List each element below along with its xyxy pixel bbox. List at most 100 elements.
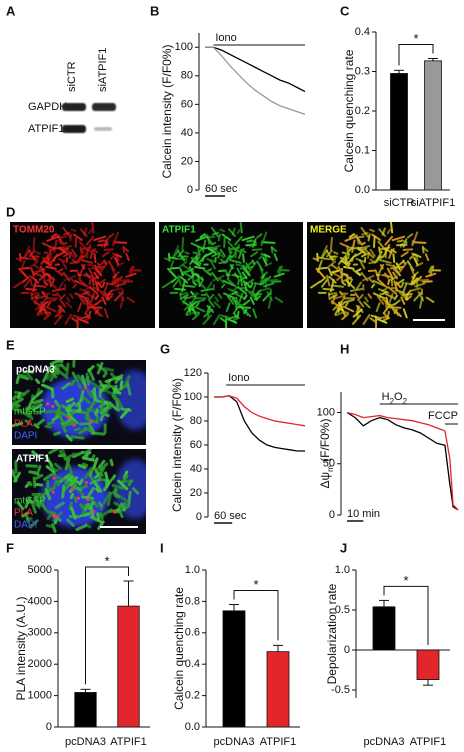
organelle [349, 288, 363, 292]
organelle [195, 301, 200, 307]
organelle [60, 449, 66, 456]
organelle [410, 277, 415, 284]
organelle [262, 241, 276, 244]
organelle [94, 268, 102, 276]
organelle [33, 264, 41, 270]
organelle [113, 491, 118, 498]
organelle [35, 409, 46, 415]
row-label: ATPIF1 [28, 123, 64, 135]
organelle [342, 305, 355, 313]
organelle [225, 302, 231, 313]
organelle [114, 374, 124, 384]
organelle [73, 233, 83, 241]
stain-label: PLA [14, 419, 33, 430]
y-tick-label: 3000 [28, 627, 52, 639]
organelle [39, 307, 43, 313]
organelle [47, 301, 51, 307]
organelle [45, 265, 57, 270]
organelle [61, 418, 72, 425]
organelle [46, 421, 55, 426]
organelle [219, 317, 227, 323]
organelle [267, 278, 278, 282]
organelle [355, 281, 362, 291]
organelle [239, 222, 243, 234]
organelle [94, 308, 99, 315]
organelle [90, 466, 104, 472]
organelle [259, 277, 264, 284]
organelle [217, 233, 221, 242]
organelle [115, 253, 123, 259]
organelle [91, 222, 95, 234]
organelle [51, 523, 57, 533]
organelle [392, 271, 399, 280]
organelle [188, 307, 192, 313]
pla-dot [113, 510, 117, 514]
organelle [77, 302, 83, 313]
pla-dot [84, 480, 88, 485]
organelle [206, 304, 215, 313]
organelle [219, 248, 226, 257]
organelle [412, 231, 419, 245]
organelle [22, 276, 30, 283]
organelle [221, 283, 226, 289]
organelle [71, 371, 79, 383]
organelle [78, 478, 84, 486]
organelle [223, 235, 226, 248]
organelle [53, 462, 63, 471]
organelle [83, 466, 93, 480]
organelle [111, 483, 125, 490]
organelle [101, 251, 110, 258]
organelle [169, 266, 180, 270]
organelle [131, 487, 140, 495]
organelle [87, 368, 95, 381]
organelle [27, 369, 35, 374]
organelle [392, 253, 396, 263]
y-tick-label: 0.4 [355, 26, 370, 38]
organelle [32, 403, 43, 411]
organelle [355, 257, 366, 264]
organelle [81, 395, 91, 405]
organelle [104, 379, 111, 384]
organelle [65, 362, 70, 376]
organelle [234, 235, 243, 246]
organelle [242, 253, 245, 263]
organelle [221, 233, 232, 241]
organelle [35, 251, 41, 255]
organelle [351, 239, 356, 253]
band [94, 127, 112, 131]
organelle [96, 512, 101, 522]
organelle [355, 304, 364, 313]
organelle [45, 524, 53, 528]
organelle [89, 425, 96, 434]
y-tick-label: 20 [190, 487, 202, 499]
organelle [26, 481, 33, 487]
organelle [402, 308, 408, 319]
organelle [191, 259, 201, 267]
organelle [88, 278, 92, 286]
organelle [34, 378, 41, 385]
organelle [352, 314, 362, 325]
stain-label: DAPI [14, 431, 37, 442]
organelle [89, 252, 94, 259]
organelle [388, 292, 394, 303]
organelle [325, 250, 334, 262]
y-tick-label: 60 [190, 439, 202, 451]
organelle [78, 295, 86, 305]
organelle [183, 300, 194, 311]
organelle [236, 267, 244, 281]
organelle [259, 266, 264, 276]
organelle [344, 301, 349, 307]
organelle [276, 265, 282, 273]
lane-label: siCTR [66, 61, 78, 92]
organelle [256, 260, 264, 272]
organelle [414, 253, 422, 259]
organelle [128, 265, 134, 273]
organelle [59, 237, 64, 245]
data-line [214, 395, 306, 427]
organelle [111, 271, 120, 279]
organelle [212, 274, 225, 282]
y-axis-label: Calcein intensity (F/F0%) [170, 378, 184, 512]
organelle [262, 282, 275, 288]
organelle [57, 304, 66, 313]
